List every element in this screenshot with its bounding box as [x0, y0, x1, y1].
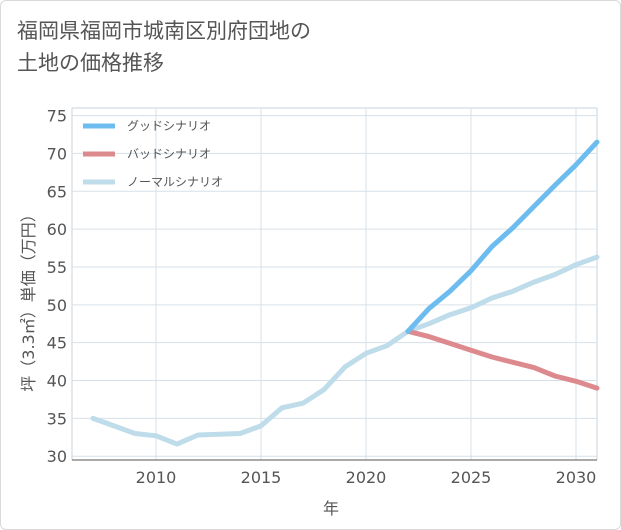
- x-axis-label: 年: [323, 499, 339, 518]
- y-tick-label: 40: [47, 372, 67, 391]
- series-line-0: [405, 139, 600, 334]
- x-tick-label: 2010: [136, 468, 177, 487]
- y-tick-label: 75: [47, 107, 67, 126]
- y-tick-label: 50: [47, 296, 67, 315]
- y-tick-label: 35: [47, 409, 67, 428]
- grid: [71, 107, 598, 461]
- series-lines: [90, 139, 600, 447]
- x-tick-label: 2030: [556, 468, 597, 487]
- x-axis-ticks: 2010 2015 2020 2025 2030: [136, 468, 597, 487]
- x-tick-label: 2020: [346, 468, 387, 487]
- x-tick-label: 2015: [241, 468, 282, 487]
- y-tick-label: 45: [47, 334, 67, 353]
- series-line-2: [90, 254, 600, 447]
- y-tick-label: 60: [47, 220, 67, 239]
- x-tick-label: 2025: [451, 468, 492, 487]
- y-tick-label: 70: [47, 144, 67, 163]
- legend-label-2: ノーマルシナリオ: [127, 175, 223, 189]
- y-tick-label: 55: [47, 258, 67, 277]
- y-axis-ticks: 30 35 40 45 50 55 60 65 70 75: [47, 107, 67, 467]
- legend-label-1: バッドシナリオ: [127, 147, 211, 161]
- y-tick-label: 30: [47, 447, 67, 466]
- series-line-1: [405, 328, 600, 391]
- legend-label-0: グッドシナリオ: [127, 119, 211, 133]
- chart-title: 福岡県福岡市城南区別府団地の 土地の価格推移: [17, 19, 311, 75]
- y-axis-label: 坪（3.3㎡）単価（万円）: [19, 206, 38, 391]
- y-tick-label: 65: [47, 182, 67, 201]
